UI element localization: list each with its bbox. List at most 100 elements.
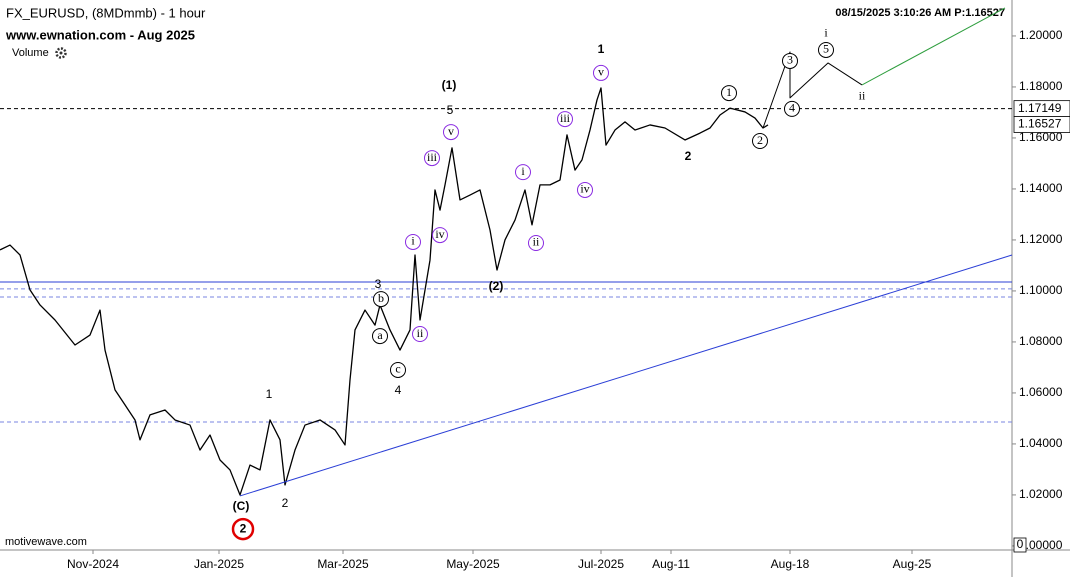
wave-label: (2) — [489, 279, 504, 293]
wave-label-text: i — [824, 26, 828, 40]
wave-label-text: c — [395, 362, 400, 376]
wave-label-text: iii — [560, 111, 571, 125]
timestamp: 08/15/2025 3:10:26 AM P:1.16527 — [835, 7, 1005, 19]
wave-label: v — [443, 124, 459, 141]
wave-circle — [405, 233, 421, 250]
wave-circle — [721, 85, 737, 102]
wave-label-text: 4 — [395, 383, 402, 397]
wave-label: 2 — [752, 133, 768, 150]
y-tick-label: 1.04000 — [1019, 436, 1063, 450]
wave-label-text: iii — [427, 150, 438, 164]
wave-circle — [782, 52, 798, 69]
wave-label: 3 — [375, 277, 382, 291]
wave-circle — [515, 164, 531, 181]
wave-label: i — [515, 164, 531, 181]
y-tick-label: 1.08000 — [1019, 334, 1063, 348]
chart-title: FX_EURUSD, (8MDmmb) - 1 hour — [6, 5, 206, 20]
volume-tick-box — [1013, 537, 1027, 553]
wave-label-text: b — [378, 291, 384, 305]
wave-circle — [390, 361, 406, 378]
price-tag: 1.17149 — [1018, 101, 1062, 115]
wave-label-text: 5 — [823, 42, 829, 56]
y-tick-label: 1.00000 — [1019, 538, 1063, 552]
gear-icon[interactable] — [55, 47, 67, 59]
volume-tick-label: 0 — [1017, 537, 1024, 551]
wave-label: 1 — [721, 85, 737, 102]
wave-label: b — [373, 291, 389, 308]
wave-label: 4 — [395, 383, 402, 397]
x-tick-label: Nov-2024 — [67, 557, 119, 571]
wave-label: 5 — [447, 103, 454, 117]
price-tag-box — [1013, 116, 1070, 133]
wave-label-text: 1 — [598, 42, 605, 56]
wave-label: 1 — [598, 42, 605, 56]
wave-circle — [593, 64, 609, 81]
wave-circle — [372, 328, 388, 345]
wave-label: 2 — [685, 149, 692, 163]
wave-label-text: v — [598, 65, 604, 79]
wave-label-text: ii — [859, 89, 866, 103]
wave-label: ii — [859, 89, 866, 103]
x-tick-label: Aug-18 — [771, 557, 810, 571]
wave-circle — [557, 111, 573, 128]
x-tick-label: May-2025 — [446, 557, 500, 571]
wave-label: iii — [424, 150, 440, 167]
wave-label-text: ii — [417, 326, 424, 340]
wave-label: i — [824, 26, 828, 40]
wave-label-text: iv — [580, 182, 589, 196]
wave-label: 3 — [782, 52, 798, 69]
wave-circle — [528, 234, 544, 251]
wave-circle — [412, 326, 428, 343]
price-line — [762, 51, 863, 129]
wave-label-text: 2 — [240, 521, 247, 535]
wave-label-text: 3 — [787, 53, 793, 67]
wave-label-text: 2 — [282, 496, 289, 510]
wave-circle — [784, 100, 800, 117]
footer: motivewave.com — [5, 536, 87, 548]
price-tag: 1.16527 — [1018, 117, 1062, 131]
wave-circle — [818, 41, 834, 58]
x-tick-label: Mar-2025 — [317, 557, 369, 571]
wave-label: iii — [557, 111, 573, 128]
wave-label-text: (2) — [489, 279, 504, 293]
wave-label-text: i — [411, 234, 415, 248]
chart-subtitle: www.ewnation.com - Aug 2025 — [5, 27, 195, 42]
wave-label-text: (1) — [442, 78, 457, 92]
wave-label-text: 5 — [447, 103, 454, 117]
wave-circle — [432, 227, 448, 244]
wave-circle — [373, 291, 389, 308]
wave-label-text: 1 — [266, 387, 273, 401]
y-tick-label: 1.20000 — [1019, 28, 1063, 42]
volume-label: Volume — [12, 47, 49, 59]
y-tick-label: 1.14000 — [1019, 181, 1063, 195]
wave-circle — [577, 181, 593, 198]
wave-label: 1 — [266, 387, 273, 401]
wave-label: iv — [432, 227, 448, 244]
wave-label-text: 2 — [757, 133, 763, 147]
y-tick-label: 1.10000 — [1019, 283, 1063, 297]
wave-label-text: v — [448, 124, 454, 138]
wave-label-text: (C) — [233, 499, 250, 513]
wave-label-text: 4 — [789, 101, 795, 115]
price-line — [861, 7, 1006, 86]
y-tick-label: 1.12000 — [1019, 232, 1063, 246]
wave-label: a — [372, 328, 388, 345]
price-line — [239, 254, 1013, 497]
wave-label: 2 — [282, 496, 289, 510]
wave-label-text: 3 — [375, 277, 382, 291]
y-tick-label: 1.16000 — [1019, 130, 1063, 144]
wave-label: 4 — [784, 100, 800, 117]
x-tick-label: Aug-11 — [652, 557, 690, 571]
x-tick-label: Jan-2025 — [194, 557, 244, 571]
y-tick-label: 1.18000 — [1019, 79, 1063, 93]
wave-label-text: 2 — [685, 149, 692, 163]
wave-label: c — [390, 361, 406, 378]
wave-label-text: ii — [533, 235, 540, 249]
wave-label: iv — [577, 181, 593, 198]
wave-label: i — [405, 233, 421, 250]
wave-label-text: 1 — [726, 85, 732, 99]
wave-circle — [231, 517, 255, 541]
wave-label: (C) — [233, 499, 250, 513]
wave-label-text: i — [521, 164, 525, 178]
